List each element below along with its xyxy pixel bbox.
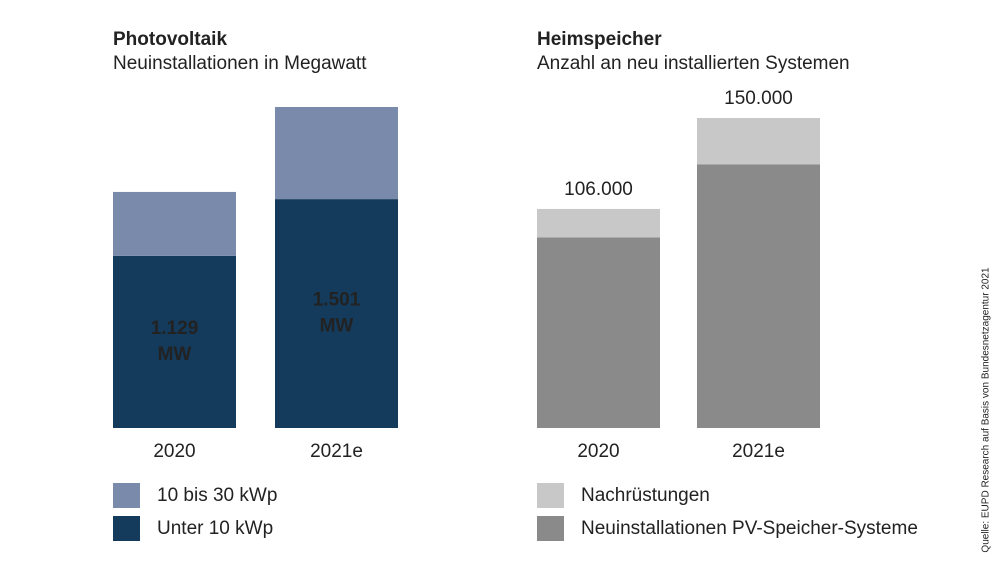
bar-segment bbox=[697, 164, 820, 428]
bar-segment bbox=[113, 255, 236, 428]
bar-segment bbox=[275, 107, 398, 200]
value-label: 1.501 MW bbox=[313, 290, 361, 337]
bar-segment bbox=[537, 208, 660, 238]
subtitle: Anzahl an neu installierten Systemen bbox=[537, 53, 850, 74]
legend-label: Neuinstallationen PV-Speicher-Systeme bbox=[581, 518, 918, 539]
legend-swatch bbox=[537, 483, 564, 508]
source: Quelle: EUPD Research auf Basis von Bund… bbox=[981, 267, 992, 553]
x-tick-label: 2021e bbox=[732, 441, 785, 462]
bar-segment bbox=[113, 191, 236, 256]
x-tick-label: 2020 bbox=[153, 441, 195, 462]
bar-segment bbox=[537, 237, 660, 428]
legend-swatch bbox=[537, 516, 564, 541]
x-tick-label: 2020 bbox=[577, 441, 619, 462]
total-label: 150.000 bbox=[724, 88, 793, 109]
title: Heimspeicher bbox=[537, 29, 662, 50]
x-tick-label: 2021e bbox=[310, 441, 363, 462]
subtitle: Neuinstallationen in Megawatt bbox=[113, 53, 367, 74]
legend-swatch bbox=[113, 483, 140, 508]
bar-segment bbox=[275, 199, 398, 428]
legend-label: Nachrüstungen bbox=[581, 485, 710, 506]
value-label: 1.129 MW bbox=[151, 318, 199, 365]
legend-label: 10 bis 30 kWp bbox=[157, 485, 277, 506]
total-label: 106.000 bbox=[564, 179, 633, 200]
bar-segment bbox=[697, 118, 820, 165]
legend-label: Unter 10 kWp bbox=[157, 518, 273, 539]
title: Photovoltaik bbox=[113, 29, 227, 50]
legend-swatch bbox=[113, 516, 140, 541]
